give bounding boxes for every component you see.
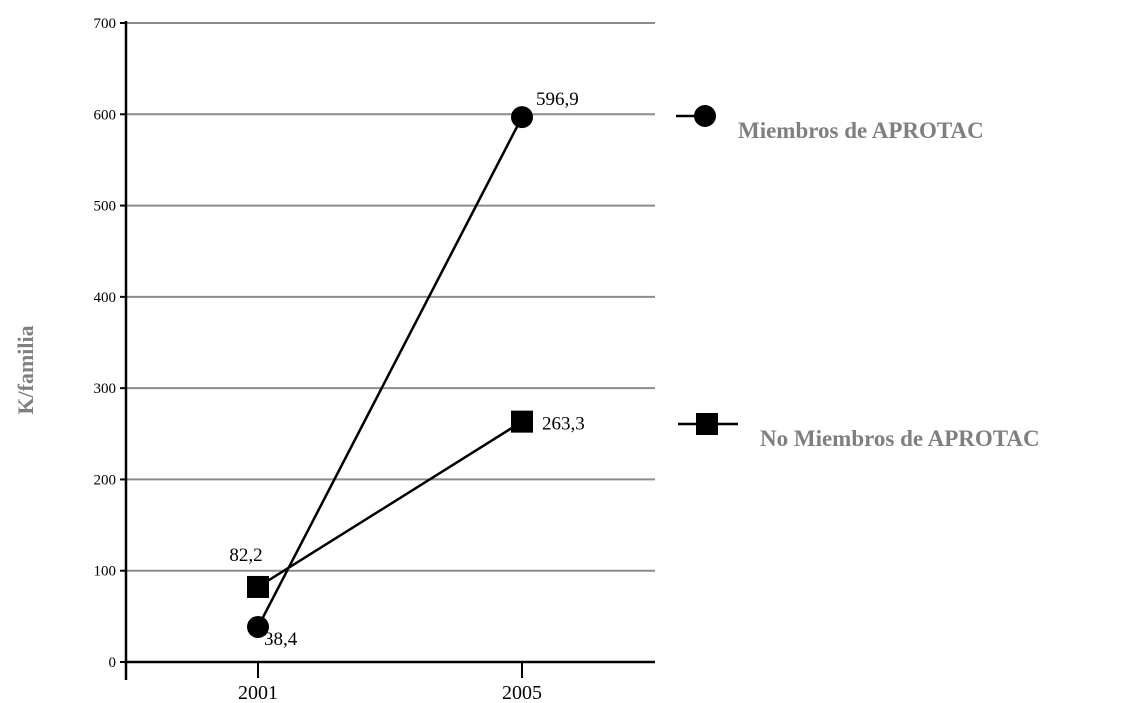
legend-item-1: Miembros de APROTAC <box>676 105 984 143</box>
y-tick-labels: 0 100 200 300 400 500 600 700 <box>94 16 117 671</box>
series <box>247 106 533 638</box>
data-label-1-2005: 596,9 <box>536 89 579 110</box>
legend-marker <box>696 413 718 435</box>
y-tick-label: 600 <box>94 107 117 123</box>
legend-item-2: No Miembros de APROTAC <box>678 413 1040 451</box>
y-tick-label: 500 <box>94 199 117 215</box>
data-point-2-2005 <box>511 410 533 433</box>
data-point-1-2001 <box>247 615 269 638</box>
legend-marker <box>694 105 716 127</box>
x-tick-label-2005: 2005 <box>502 682 542 703</box>
x-tick-label-2001: 2001 <box>238 682 278 703</box>
x-tick-labels: 2001 2005 <box>238 682 542 703</box>
data-label-1-2001: 38,4 <box>264 629 298 650</box>
data-label-2-2005: 263,3 <box>542 414 585 435</box>
legend-label: Miembros de APROTAC <box>738 118 984 143</box>
series-line-1 <box>256 116 524 628</box>
series-line-2 <box>257 420 523 589</box>
y-tick-label: 100 <box>94 564 117 580</box>
data-labels: 38,4 596,9 82,2 263,3 <box>229 89 584 650</box>
legend: Miembros de APROTAC No Miembros de APROTA… <box>676 105 1040 451</box>
legend-label: No Miembros de APROTAC <box>760 426 1040 451</box>
axes <box>120 21 655 680</box>
data-point-2-2001 <box>247 575 269 598</box>
data-label-2-2001: 82,2 <box>229 545 262 566</box>
y-tick-label: 700 <box>94 16 117 32</box>
y-tick-label: 0 <box>109 655 117 671</box>
y-tick-label: 200 <box>94 472 117 488</box>
y-axis-label: K/familia <box>13 325 38 414</box>
data-point-1-2005 <box>511 106 533 129</box>
grid-lines <box>126 22 655 572</box>
y-tick-label: 300 <box>94 381 117 397</box>
y-tick-label: 400 <box>94 290 117 306</box>
